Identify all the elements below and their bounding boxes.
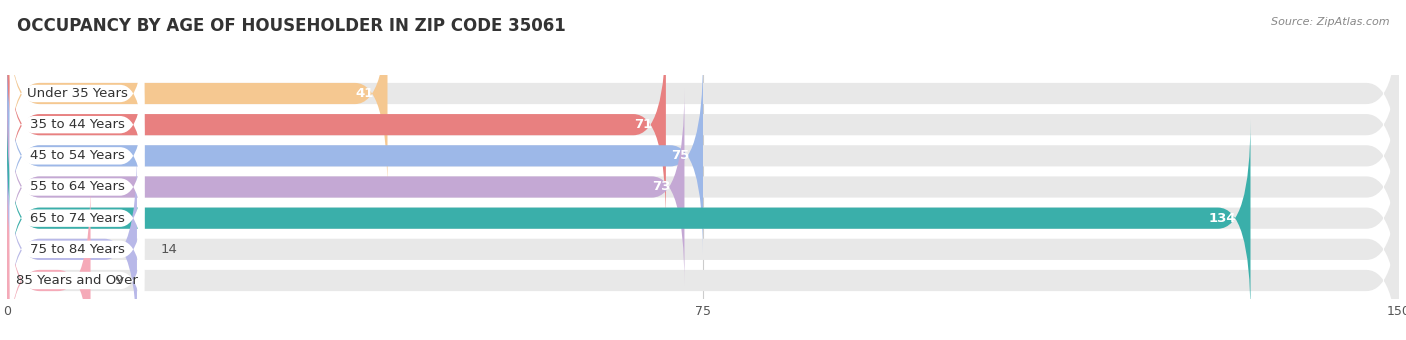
FancyBboxPatch shape: [7, 57, 703, 254]
FancyBboxPatch shape: [10, 145, 145, 291]
FancyBboxPatch shape: [10, 114, 145, 260]
Text: 134: 134: [1209, 212, 1237, 225]
Text: 85 Years and Over: 85 Years and Over: [15, 274, 138, 287]
FancyBboxPatch shape: [7, 0, 1399, 192]
FancyBboxPatch shape: [10, 207, 145, 340]
Text: 45 to 54 Years: 45 to 54 Years: [30, 149, 125, 162]
FancyBboxPatch shape: [7, 57, 1399, 254]
FancyBboxPatch shape: [7, 120, 1250, 317]
Text: 73: 73: [652, 181, 671, 193]
FancyBboxPatch shape: [10, 52, 145, 198]
FancyBboxPatch shape: [7, 88, 685, 286]
Text: 9: 9: [114, 274, 122, 287]
FancyBboxPatch shape: [10, 176, 145, 322]
FancyBboxPatch shape: [7, 151, 1399, 340]
Text: Source: ZipAtlas.com: Source: ZipAtlas.com: [1271, 17, 1389, 27]
FancyBboxPatch shape: [7, 120, 1399, 317]
Text: 75: 75: [671, 149, 689, 162]
Text: 41: 41: [356, 87, 374, 100]
Text: 71: 71: [634, 118, 652, 131]
Text: 35 to 44 Years: 35 to 44 Years: [30, 118, 125, 131]
Text: 65 to 74 Years: 65 to 74 Years: [30, 212, 125, 225]
FancyBboxPatch shape: [7, 182, 1399, 340]
Text: 14: 14: [160, 243, 177, 256]
FancyBboxPatch shape: [7, 151, 136, 340]
FancyBboxPatch shape: [7, 182, 90, 340]
FancyBboxPatch shape: [10, 83, 145, 229]
FancyBboxPatch shape: [7, 0, 388, 192]
FancyBboxPatch shape: [10, 20, 145, 167]
Text: Under 35 Years: Under 35 Years: [27, 87, 128, 100]
Text: OCCUPANCY BY AGE OF HOUSEHOLDER IN ZIP CODE 35061: OCCUPANCY BY AGE OF HOUSEHOLDER IN ZIP C…: [17, 17, 565, 35]
Text: 75 to 84 Years: 75 to 84 Years: [30, 243, 125, 256]
Text: 55 to 64 Years: 55 to 64 Years: [30, 181, 125, 193]
FancyBboxPatch shape: [7, 26, 666, 223]
FancyBboxPatch shape: [7, 88, 1399, 286]
FancyBboxPatch shape: [7, 26, 1399, 223]
